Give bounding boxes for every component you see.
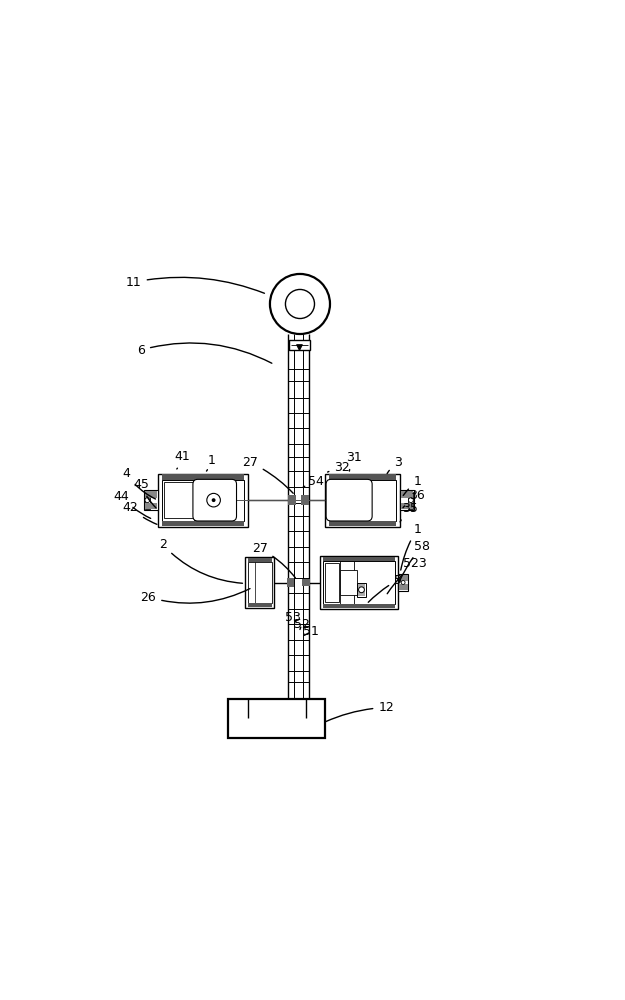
Bar (164, 482, 193, 518)
Bar (325, 474, 400, 527)
Text: 27: 27 (242, 456, 293, 493)
Bar (400, 490, 414, 510)
Text: 6: 6 (137, 343, 272, 363)
Bar (357, 584, 366, 596)
Bar (146, 503, 157, 509)
Bar (399, 575, 408, 581)
Bar (145, 492, 150, 509)
Bar (399, 584, 408, 590)
Bar (302, 579, 309, 586)
Bar (357, 582, 366, 597)
Bar (162, 474, 244, 480)
Circle shape (409, 498, 413, 503)
Bar (144, 490, 158, 510)
Bar (288, 495, 296, 505)
Text: 32: 32 (328, 461, 350, 474)
Text: 52: 52 (294, 618, 310, 631)
Polygon shape (297, 345, 302, 350)
Bar (248, 558, 272, 562)
Circle shape (145, 498, 150, 503)
Bar (248, 562, 272, 603)
Bar (146, 491, 157, 498)
Bar (329, 480, 396, 520)
Text: 51: 51 (303, 625, 319, 638)
Bar (162, 520, 244, 526)
Bar (329, 474, 396, 480)
Bar (323, 604, 395, 608)
Text: 1: 1 (401, 523, 421, 570)
Circle shape (286, 289, 314, 319)
Bar (248, 603, 272, 607)
Circle shape (270, 274, 330, 334)
Text: 35: 35 (400, 502, 418, 522)
Circle shape (212, 498, 216, 502)
Bar (323, 557, 395, 561)
Bar (329, 520, 396, 526)
Bar (321, 556, 398, 609)
Bar (401, 491, 413, 498)
Text: 41: 41 (174, 450, 190, 469)
FancyBboxPatch shape (326, 479, 372, 521)
Text: 3: 3 (387, 456, 402, 474)
Bar (301, 495, 309, 505)
Bar (288, 578, 294, 587)
Bar (245, 557, 274, 608)
Bar (325, 563, 339, 602)
Text: 26: 26 (141, 589, 250, 604)
Text: 54: 54 (303, 475, 323, 488)
Bar (162, 480, 244, 520)
Bar (323, 561, 395, 604)
Text: 11: 11 (126, 276, 264, 293)
Bar (409, 492, 413, 509)
Text: 5: 5 (368, 574, 402, 602)
Text: 1: 1 (206, 454, 215, 471)
Bar (401, 503, 413, 509)
Bar (158, 474, 248, 527)
Circle shape (207, 493, 221, 507)
Text: 27: 27 (252, 542, 296, 578)
Text: 12: 12 (325, 701, 394, 722)
Circle shape (401, 581, 405, 584)
Text: 523: 523 (388, 557, 427, 594)
Text: 45: 45 (133, 478, 156, 508)
Text: 31: 31 (346, 451, 362, 471)
Text: 1: 1 (403, 475, 421, 495)
Text: 36: 36 (403, 489, 425, 508)
Text: 58: 58 (399, 540, 430, 582)
Text: 44: 44 (114, 490, 151, 518)
Bar (289, 340, 310, 350)
Text: 42: 42 (122, 501, 157, 524)
Bar (340, 570, 357, 595)
Text: 4: 4 (122, 467, 156, 499)
Bar (398, 574, 409, 591)
FancyBboxPatch shape (193, 479, 236, 521)
Bar (228, 699, 325, 738)
Text: 2: 2 (159, 538, 242, 583)
Circle shape (359, 587, 364, 593)
Text: 53: 53 (285, 611, 301, 624)
